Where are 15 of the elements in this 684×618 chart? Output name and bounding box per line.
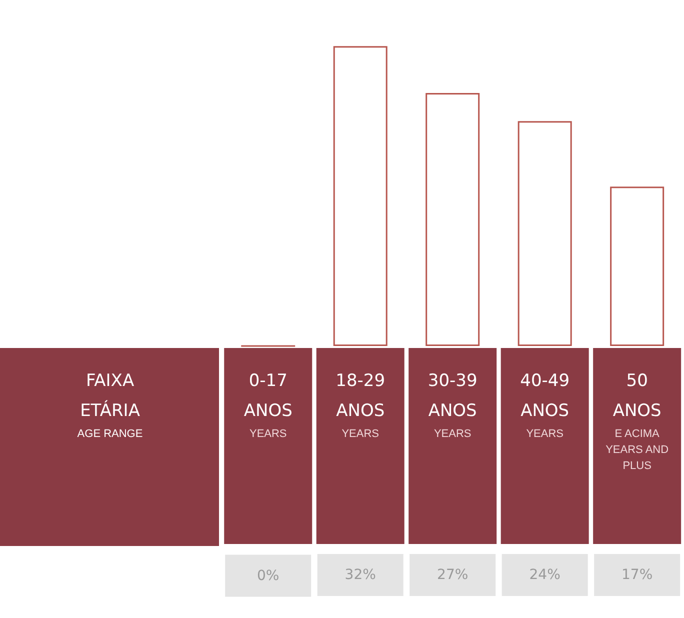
bar bbox=[610, 186, 664, 346]
data-label: 0% bbox=[257, 568, 280, 584]
x-tick-label: 30-39 ANOS YEARS bbox=[428, 371, 478, 440]
x-tick-label: 0-17 ANOS YEARS bbox=[244, 371, 292, 440]
x-tick-label: 40-49 ANOS YEARS bbox=[520, 371, 570, 440]
bar bbox=[333, 46, 388, 346]
x-tick-label: 50 ANOS E ACIMA YEARS AND PLUS bbox=[606, 371, 669, 472]
data-label: 17% bbox=[622, 567, 653, 583]
x-tick-label: 18-29 ANOS YEARS bbox=[336, 371, 386, 440]
data-label: 27% bbox=[437, 567, 468, 583]
x-axis-title: FAIXA ETÁRIA AGE RANGE bbox=[77, 371, 143, 440]
data-label: 32% bbox=[344, 567, 376, 583]
bar bbox=[518, 121, 572, 346]
data-label: 24% bbox=[529, 567, 560, 583]
bar bbox=[426, 92, 480, 346]
